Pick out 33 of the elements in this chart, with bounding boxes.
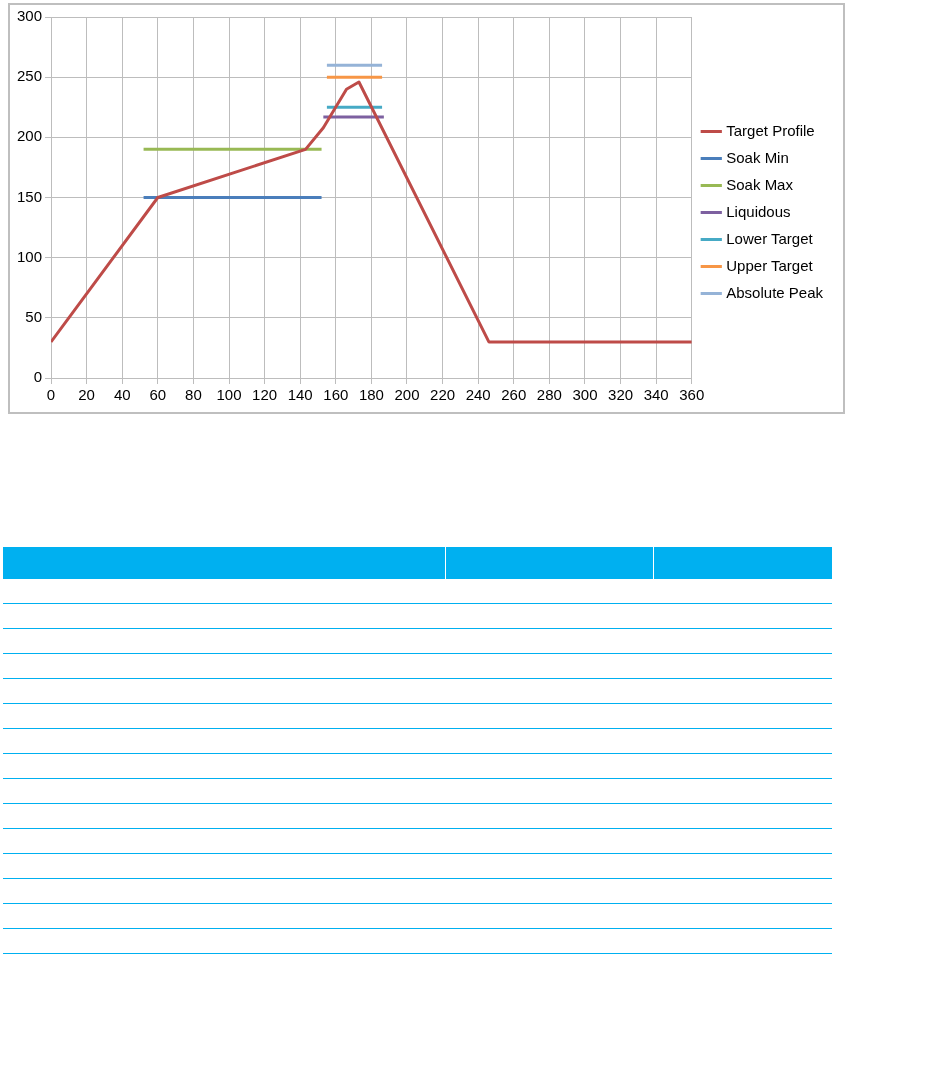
y-tick-label: 100	[17, 247, 43, 265]
x-tick-label: 280	[536, 386, 562, 404]
x-tick-label: 160	[323, 386, 349, 404]
x-tick-label: 0	[46, 386, 56, 404]
legend-label: Liquidous	[726, 202, 791, 220]
x-tick-label: 220	[430, 386, 456, 404]
x-tick-label: 20	[78, 386, 95, 404]
y-tick-label: 50	[25, 307, 43, 325]
x-tick-label: 340	[643, 386, 669, 404]
y-tick-label: 300	[17, 7, 43, 25]
y-tick-label: 200	[17, 127, 43, 145]
x-tick-label: 40	[113, 386, 131, 404]
x-tick-label: 140	[287, 386, 313, 404]
legend-label: Target Profile	[726, 121, 815, 139]
x-tick-label: 320	[608, 386, 634, 404]
x-tick-label: 200	[394, 386, 420, 404]
legend-label: Lower Target	[726, 229, 814, 247]
y-tick-label: 150	[17, 187, 43, 205]
y-tick-label: 250	[17, 67, 43, 85]
x-tick-label: 260	[501, 386, 527, 404]
x-tick-label: 60	[149, 386, 167, 404]
x-tick-label: 180	[358, 386, 384, 404]
legend-label: Soak Max	[726, 175, 794, 193]
legend-label: Upper Target	[726, 256, 814, 274]
y-tick-label: 0	[33, 368, 43, 386]
x-tick-label: 80	[185, 386, 202, 404]
x-tick-label: 300	[572, 386, 598, 404]
x-tick-label: 360	[679, 386, 705, 404]
legend-label: Absolute Peak	[726, 283, 824, 301]
legend-label: Soak Min	[726, 148, 789, 166]
x-tick-label: 240	[465, 386, 491, 404]
x-tick-label: 100	[216, 386, 242, 404]
x-tick-label: 120	[252, 386, 278, 404]
